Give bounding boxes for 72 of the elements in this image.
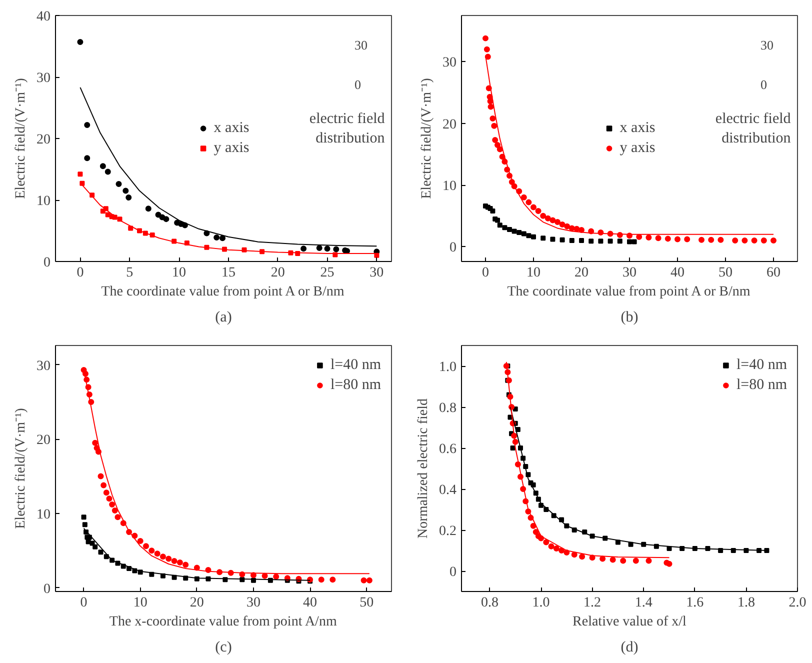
annotation: 0	[760, 76, 768, 92]
x-tick-label: 10	[133, 596, 148, 610]
annotation: electric field distribution	[309, 110, 386, 146]
y-tick-label: 0.8	[439, 401, 456, 416]
x-tick-label: 40	[303, 596, 318, 610]
annotation: 0	[354, 76, 362, 92]
text: (b)	[620, 310, 638, 326]
y-tick-label: 20	[36, 132, 50, 148]
x-tick-label: 1.8	[737, 596, 755, 610]
y-tick-label: 40	[36, 10, 50, 24]
legend-label: x axis	[620, 120, 656, 136]
x-tick-label: 1.2	[584, 596, 602, 610]
legend-label: l=40 nm	[736, 356, 787, 374]
x-tick-label: 2.0	[788, 596, 806, 610]
x-axis-title: Relative value of x/l	[572, 614, 687, 630]
x-tick-label: 20	[190, 596, 204, 610]
x-tick-label: 0	[76, 266, 84, 280]
x-tick-label: 15	[221, 266, 236, 280]
y-tick-label: 30	[442, 56, 456, 71]
y-tick-label: 30	[36, 358, 50, 374]
legend-label: l=80 nm	[736, 376, 787, 394]
y-tick-label: 10	[36, 194, 50, 209]
x-tick-label: 5	[126, 266, 134, 280]
y-tick-label: 10	[442, 179, 456, 194]
annotation: 30	[760, 38, 774, 53]
y-tick-label: 0.2	[439, 524, 456, 539]
x-axis-title: The coordinate value from point A or B/nm	[507, 284, 750, 300]
x-axis-title: The x-coordinate value from point A/nm	[109, 614, 337, 630]
y-tick-label: 0	[450, 565, 456, 580]
x-tick-label: 20	[574, 266, 588, 280]
x-tick-label: 60	[766, 266, 780, 280]
x-tick-label: 1.0	[532, 596, 550, 610]
text: (c)	[215, 640, 232, 656]
y-tick-label: 0	[44, 582, 50, 597]
y-tick-label: 1.0	[439, 360, 456, 375]
x-tick-label: 10	[172, 266, 186, 280]
legend-label: l=80 nm	[330, 376, 381, 394]
y-axis-title: Electric field/(V·m⁻¹)	[14, 408, 28, 529]
x-tick-label: 20	[270, 266, 285, 280]
x-tick-label: 0	[482, 266, 489, 280]
y-tick-label: 0.6	[439, 442, 456, 457]
x-tick-label: 30	[622, 266, 636, 280]
y-tick-label: 20	[36, 433, 50, 448]
y-axis-title: Electric field/(V·m⁻¹)	[420, 78, 434, 199]
x-tick-label: 1.4	[634, 596, 652, 610]
text: (a)	[215, 310, 232, 326]
x-tick-label: 50	[360, 596, 374, 610]
y-axis-title: Electric field/(V·m⁻¹)	[14, 78, 28, 199]
legend-label: y axis	[620, 140, 656, 156]
y-axis-title: Normalized electric field	[416, 398, 431, 538]
text: (d)	[620, 640, 638, 656]
x-tick-label: 0	[80, 596, 88, 610]
x-tick-label: 0.8	[480, 596, 498, 610]
x-tick-label: 1.6	[686, 596, 704, 610]
y-tick-label: 10	[36, 507, 50, 522]
x-tick-label: 40	[670, 266, 684, 280]
y-tick-label: 0	[44, 256, 50, 270]
x-tick-label: 50	[718, 266, 732, 280]
legend-label: x axis	[214, 120, 250, 136]
legend-label: y axis	[214, 140, 250, 156]
annotation: electric field distribution	[715, 110, 792, 146]
y-tick-label: 30	[36, 71, 50, 86]
x-tick-label: 30	[370, 266, 384, 280]
legend-label: l=40 nm	[330, 356, 381, 374]
x-tick-label: 10	[526, 266, 540, 280]
y-tick-label: 0.4	[439, 483, 456, 498]
y-tick-label: 20	[442, 117, 456, 132]
y-tick-label: 0	[450, 240, 456, 256]
x-tick-label: 30	[246, 596, 260, 610]
x-axis-title: The coordinate value from point A or B/nm	[101, 284, 344, 300]
annotation: 30	[354, 38, 368, 53]
x-tick-label: 25	[320, 266, 334, 280]
